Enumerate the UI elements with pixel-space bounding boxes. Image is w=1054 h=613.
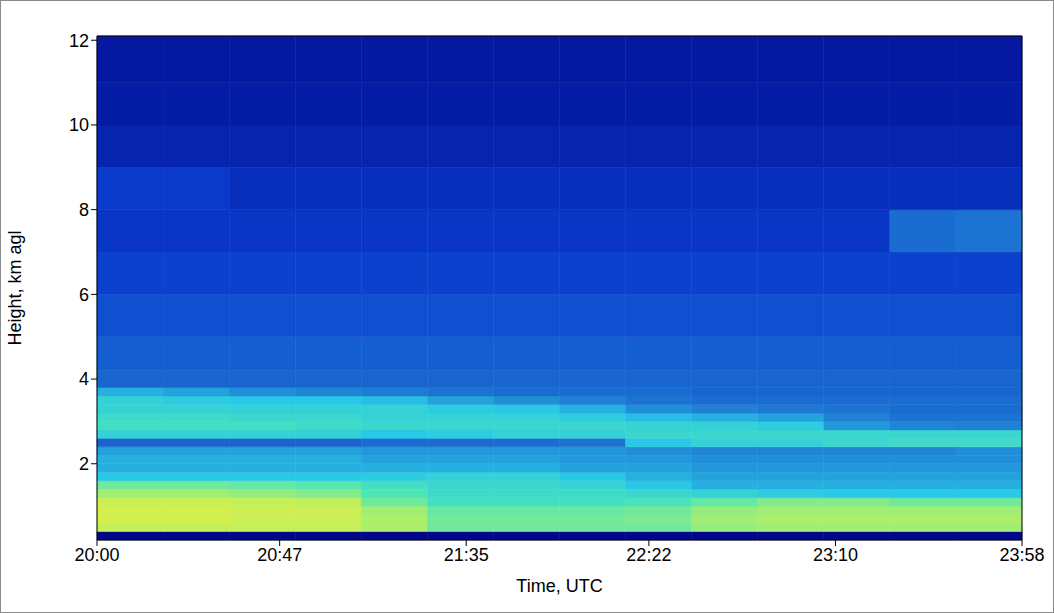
svg-text:2: 2	[79, 454, 89, 474]
svg-text:21:35: 21:35	[444, 545, 489, 565]
svg-text:20:47: 20:47	[257, 545, 302, 565]
svg-text:23:58: 23:58	[999, 545, 1044, 565]
svg-text:23:10: 23:10	[813, 545, 858, 565]
svg-text:4: 4	[79, 369, 89, 389]
svg-text:12: 12	[69, 31, 89, 51]
svg-text:20:00: 20:00	[74, 545, 119, 565]
svg-text:22:22: 22:22	[626, 545, 671, 565]
svg-text:Height, km agl: Height, km agl	[5, 230, 25, 345]
svg-text:Time, UTC: Time, UTC	[516, 576, 602, 596]
svg-text:10: 10	[69, 115, 89, 135]
svg-text:6: 6	[79, 285, 89, 305]
svg-text:8: 8	[79, 200, 89, 220]
